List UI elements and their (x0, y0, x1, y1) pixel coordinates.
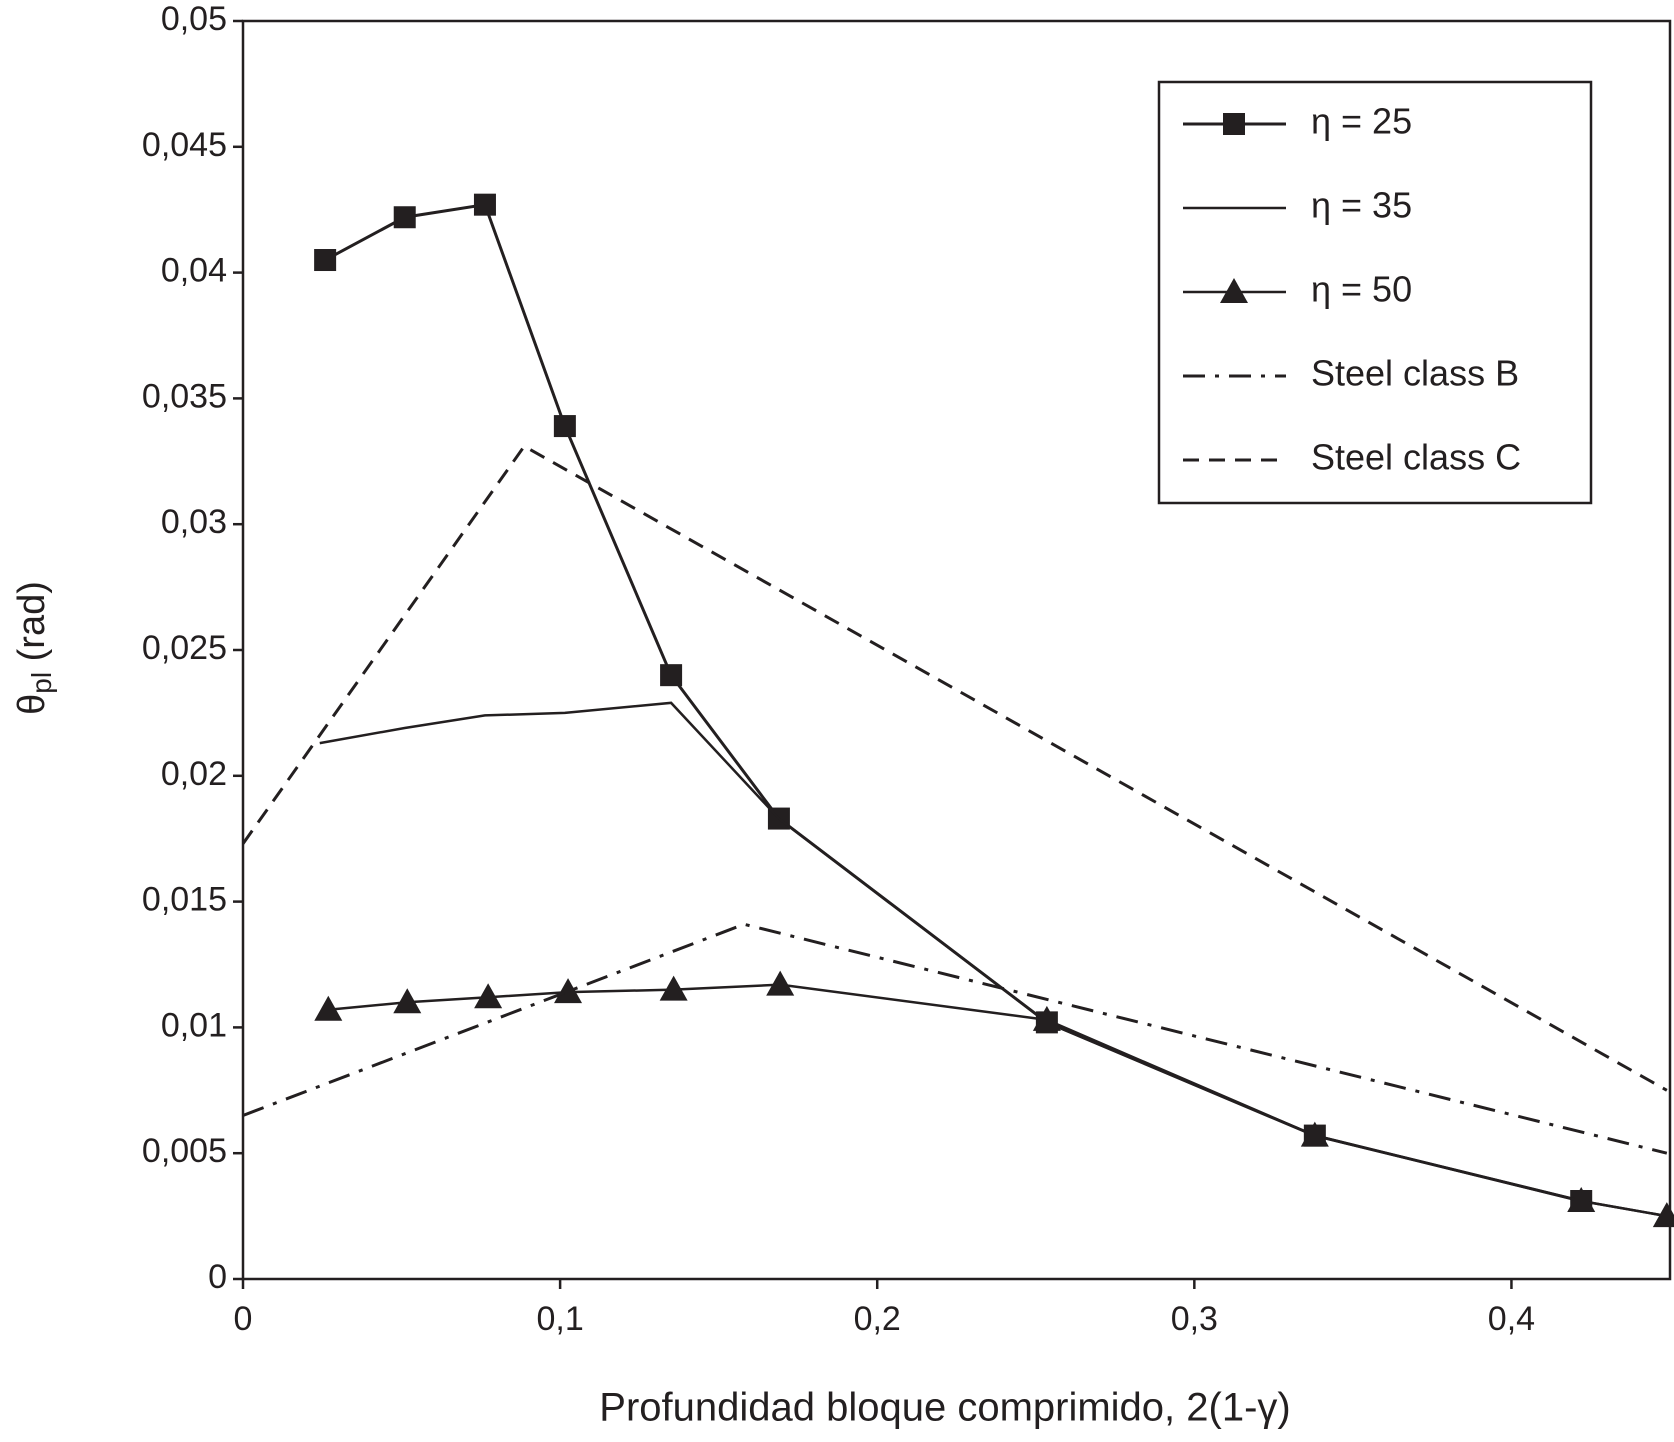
y-tick-label: 0,01 (161, 1006, 227, 1044)
y-tick-label: 0,005 (142, 1132, 227, 1170)
series-line (243, 922, 1668, 1155)
y-tick-label: 0 (208, 1258, 227, 1296)
series-line (328, 983, 1668, 1218)
square-marker (1223, 113, 1245, 135)
triangle-marker (474, 983, 503, 1009)
y-tick-label: 0,025 (142, 629, 227, 667)
y-label-unit: (rad) (11, 581, 53, 672)
series-line (243, 444, 1668, 1092)
x-axis-label: Profundidad bloque comprimido, 2(1-γ) (599, 1386, 1290, 1430)
legend-label: Steel class B (1311, 353, 1519, 394)
triangle-marker (1567, 1187, 1596, 1213)
legend-label: η = 50 (1311, 269, 1412, 310)
legend-label: η = 35 (1311, 185, 1412, 226)
y-tick-label: 0,045 (142, 126, 227, 164)
square-marker (660, 664, 683, 687)
triangle-marker (1032, 1005, 1061, 1031)
square-marker (314, 249, 337, 272)
x-tick-label: 0,4 (1488, 1300, 1535, 1338)
legend-label: η = 25 (1311, 101, 1412, 142)
triangle-marker (659, 975, 688, 1001)
triangle-marker (766, 970, 795, 996)
x-tick-label: 0 (234, 1300, 253, 1338)
y-label-symbol: θ (11, 694, 53, 715)
x-tick-label: 0,3 (1171, 1300, 1218, 1338)
square-marker (553, 415, 576, 438)
square-marker (473, 193, 496, 216)
x-tick-label: 0,2 (854, 1300, 901, 1338)
triangle-marker (314, 995, 343, 1021)
x-tick-label: 0,1 (536, 1300, 583, 1338)
series-line (319, 701, 1668, 1218)
legend-label: Steel class C (1311, 437, 1521, 478)
y-tick-label: 0,015 (142, 881, 227, 919)
y-tick-label: 0,05 (161, 0, 227, 38)
triangle-marker (1220, 278, 1248, 303)
y-label-subscript: pl (26, 672, 57, 694)
triangle-marker (1300, 1121, 1329, 1147)
y-axis-label: θpl (rad) (11, 581, 57, 715)
y-tick-label: 0,035 (142, 377, 227, 415)
y-tick-label: 0,04 (161, 252, 227, 290)
triangle-marker (554, 978, 583, 1004)
y-tick-label: 0,02 (161, 755, 227, 793)
triangle-marker (393, 988, 422, 1014)
y-tick-label: 0,03 (161, 503, 227, 541)
triangle-marker (1652, 1202, 1674, 1228)
square-marker (393, 206, 416, 229)
